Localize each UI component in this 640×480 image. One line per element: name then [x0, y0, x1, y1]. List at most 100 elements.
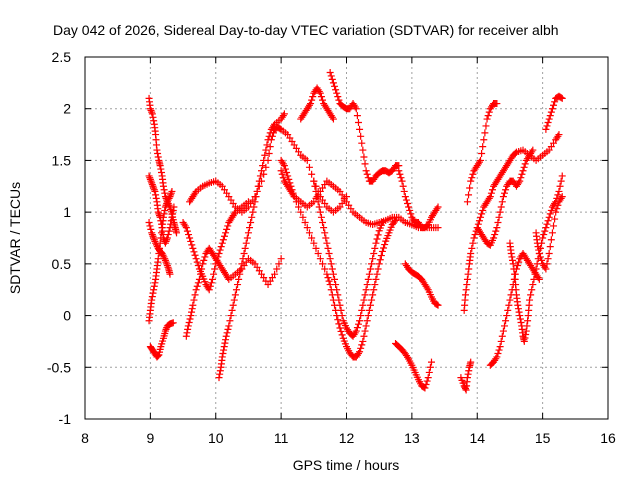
data-point	[546, 210, 554, 218]
data-point	[335, 296, 343, 304]
data-point	[541, 227, 549, 235]
data-point	[148, 108, 156, 116]
data-point	[266, 129, 274, 137]
data-point	[352, 105, 360, 113]
data-point	[288, 186, 296, 194]
data-point	[468, 244, 476, 252]
data-point	[493, 100, 501, 108]
data-point	[146, 175, 154, 183]
data-point	[517, 174, 525, 182]
data-point	[222, 336, 230, 344]
data-point	[160, 253, 168, 261]
data-point	[323, 239, 331, 247]
x-tick-label: 15	[535, 430, 551, 446]
data-point	[359, 337, 367, 345]
data-point	[223, 225, 231, 233]
data-point	[230, 296, 238, 304]
data-point	[359, 146, 367, 154]
data-point	[323, 270, 331, 278]
data-point	[334, 93, 342, 101]
data-point	[332, 86, 340, 94]
data-point	[210, 270, 218, 278]
data-point	[321, 265, 329, 273]
y-tick-label: 1.5	[52, 152, 72, 168]
data-point	[156, 244, 164, 252]
data-point	[156, 212, 164, 220]
data-point	[277, 167, 285, 175]
data-point	[232, 286, 240, 294]
data-point	[264, 136, 272, 144]
data-point	[231, 291, 239, 299]
data-point	[369, 255, 377, 263]
data-point	[295, 203, 303, 211]
data-point	[434, 301, 442, 309]
data-point	[311, 182, 319, 190]
data-point	[280, 162, 288, 170]
data-point	[481, 129, 489, 137]
data-point	[289, 189, 297, 197]
x-axis-label: GPS time / hours	[293, 457, 400, 473]
data-point	[244, 229, 252, 237]
data-point	[160, 210, 168, 218]
data-point	[526, 296, 534, 304]
data-point	[150, 236, 158, 244]
data-point	[353, 324, 361, 332]
data-point	[498, 332, 506, 340]
data-point	[374, 265, 382, 273]
data-point	[262, 146, 270, 154]
data-point	[528, 286, 536, 294]
data-point	[187, 312, 195, 320]
data-point	[423, 284, 431, 292]
data-point	[310, 239, 318, 247]
data-point	[242, 239, 250, 247]
data-point	[404, 353, 412, 361]
data-point	[478, 150, 486, 158]
data-point	[523, 322, 531, 330]
data-point	[485, 108, 493, 116]
data-point	[531, 270, 539, 278]
data-point	[475, 217, 483, 225]
data-point	[335, 320, 343, 328]
data-point	[326, 255, 334, 263]
data-point	[358, 306, 366, 314]
data-point	[220, 343, 228, 351]
data-point	[145, 218, 153, 226]
data-point	[254, 182, 262, 190]
data-point	[150, 282, 158, 290]
x-tick-label: 8	[81, 430, 89, 446]
x-tick-label: 11	[274, 430, 289, 446]
data-point	[224, 222, 232, 230]
data-point	[493, 353, 501, 361]
data-point	[358, 341, 366, 349]
data-point	[224, 325, 232, 333]
data-point	[149, 232, 157, 240]
data-point	[161, 256, 169, 264]
data-point	[396, 170, 404, 178]
data-point	[357, 312, 365, 320]
data-point	[156, 162, 164, 170]
data-point	[149, 289, 157, 297]
data-point	[169, 210, 177, 218]
data-point	[489, 186, 497, 194]
data-point	[542, 224, 550, 232]
data-point	[484, 112, 492, 120]
data-point	[250, 203, 258, 211]
data-point	[314, 198, 322, 206]
data-point	[495, 213, 503, 221]
data-point	[243, 234, 251, 242]
axis-ticks: 8 9 10 11 12 13 14 15 16 -1 -0.5 0 0.5 1 1.5 2 2.5	[47, 49, 616, 446]
data-point	[305, 101, 313, 109]
data-point	[555, 131, 563, 139]
data-point	[165, 194, 173, 202]
data-point	[463, 281, 471, 289]
data-point	[215, 250, 223, 258]
data-point	[213, 256, 221, 264]
data-point	[327, 72, 335, 80]
data-point	[283, 168, 291, 176]
data-point	[165, 227, 173, 235]
data-point	[363, 170, 371, 178]
data-point	[308, 234, 316, 242]
data-point	[496, 208, 504, 216]
data-point	[521, 334, 529, 342]
